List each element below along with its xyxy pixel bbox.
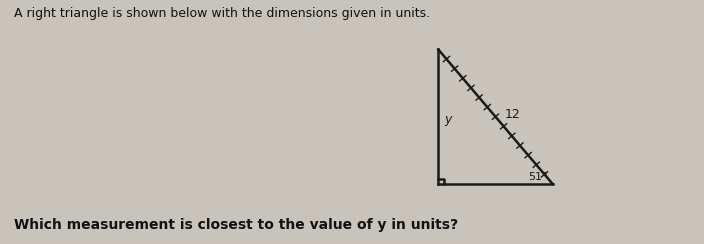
Text: y: y [444,113,452,126]
Text: 12: 12 [504,108,520,121]
Text: Which measurement is closest to the value of y in units?: Which measurement is closest to the valu… [14,218,458,232]
Text: 51°: 51° [528,172,548,182]
Text: A right triangle is shown below with the dimensions given in units.: A right triangle is shown below with the… [14,7,430,20]
